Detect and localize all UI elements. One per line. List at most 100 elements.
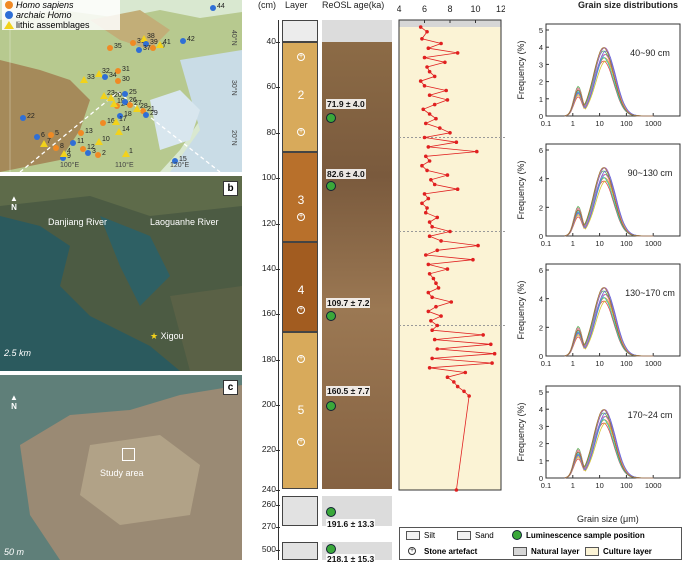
site-number: 12 — [87, 144, 95, 151]
study-area-label: Study area — [100, 468, 144, 478]
legend-sapiens: Homo sapiens — [2, 0, 120, 10]
gsd-xtick-label: 100 — [620, 239, 633, 248]
gsd-ytick-label: 2 — [539, 440, 543, 449]
site-marker — [136, 47, 142, 53]
mgs-point — [435, 347, 440, 351]
depth-tick-mark — [276, 42, 280, 43]
age-label: 191.6 ± 13.3 — [326, 519, 376, 529]
depth-tick-mark — [276, 269, 280, 270]
age-label: 82.6 ± 4.0 — [326, 169, 366, 179]
mgs-point — [434, 281, 438, 286]
mgs-point — [490, 361, 494, 365]
mgs-tick-label: 4 — [397, 4, 402, 14]
panel-b-satellite: b ▲ N Danjiang River Laoguanhe River ★ Xi… — [0, 176, 242, 371]
layer-3: 3 + — [282, 152, 318, 242]
age-label: 160.5 ± 7.7 — [326, 386, 371, 396]
depth-tick-label: 220 — [261, 444, 276, 454]
gsd-xtick-label: 10 — [595, 119, 603, 128]
gsd-xtick-label: 1000 — [645, 359, 662, 368]
site-marker — [140, 108, 146, 114]
site-marker — [122, 99, 128, 105]
gsd-frame — [545, 385, 681, 479]
site-marker — [172, 158, 178, 164]
mgs-point — [427, 220, 432, 224]
layer-head: Layer — [285, 0, 308, 10]
gsd-range-label: 170~24 cm — [628, 410, 673, 420]
panel-b-label: b — [223, 181, 238, 196]
mgs-point — [432, 337, 437, 342]
scale-b: 2.5 km — [4, 348, 32, 358]
depth-tick-mark — [276, 224, 280, 225]
site-number: 31 — [122, 66, 130, 73]
legend-sand: Sand — [475, 531, 494, 540]
depth-unit: (cm) — [258, 0, 276, 10]
site-number: 33 — [87, 74, 95, 81]
site-marker — [140, 35, 148, 42]
sand-swatch — [457, 531, 471, 540]
legend-stone: Stone artefact — [424, 547, 478, 556]
gsd-ytick-label: 2 — [539, 323, 543, 332]
mgs-point — [443, 60, 447, 65]
north-arrow-b: ▲ N — [10, 194, 18, 212]
gsd-ytick-label: 6 — [539, 266, 543, 275]
mgs-point — [430, 328, 434, 333]
mgs-point — [426, 196, 431, 201]
site-number: 17 — [119, 116, 127, 123]
site-marker — [80, 146, 86, 152]
lat-label-20: 20°N — [230, 130, 237, 146]
lat-label-30: 30°N — [230, 80, 237, 96]
mgs-point — [436, 286, 441, 290]
mgs-point — [425, 206, 429, 210]
depth-tick-label: 160 — [261, 308, 276, 318]
mgs-point — [427, 272, 432, 276]
mgs-point — [454, 488, 459, 492]
site-number: 39 — [150, 39, 158, 46]
mgs-point — [432, 102, 437, 107]
bottom-legend: Silt Sand Luminescence sample position +… — [399, 527, 682, 560]
mgs-point — [445, 98, 450, 102]
luminescence-sample-dot — [326, 113, 336, 123]
site-marker — [112, 118, 120, 125]
site-number: 28 — [140, 103, 148, 110]
site-marker — [34, 134, 40, 140]
natural-layer-top — [399, 20, 501, 28]
mgs-point — [448, 229, 452, 234]
mgs-point — [439, 314, 443, 318]
age-label: 109.7 ± 7.2 — [326, 298, 371, 308]
culture-layer-band — [399, 27, 501, 491]
site-number: 23 — [107, 90, 115, 97]
gsd-frame — [545, 143, 681, 237]
gsd-xtick-label: 1000 — [645, 119, 662, 128]
legend-culture: Culture layer — [603, 547, 652, 556]
site-number: 19 — [117, 98, 125, 105]
gsd-xtick-label: 0.1 — [541, 239, 551, 248]
gsd-ylabel: Frequency (%) — [516, 402, 526, 461]
gsd-ytick-label: 4 — [539, 405, 543, 414]
site-number: 15 — [179, 156, 187, 163]
depth-tick-mark — [276, 527, 280, 528]
aerial-c-graphic — [0, 375, 242, 560]
gsd-ytick-label: 4 — [539, 175, 543, 184]
site-number: 37 — [143, 45, 151, 52]
mgs-point — [445, 173, 450, 177]
gsd-ytick-label: 2 — [539, 78, 543, 87]
mgs-point — [429, 319, 433, 323]
site-marker — [115, 78, 121, 84]
gsd-svg: 0.1 1 10 100 1000 0 1 2 3 4 5 Frequency (%) 170~24 c… — [516, 385, 681, 490]
mgs-point — [448, 131, 452, 135]
mgs-point — [467, 394, 471, 398]
luminescence-sample-dot — [326, 311, 336, 321]
gsd-xtick-label: 0.1 — [541, 119, 551, 128]
layer-base-silt — [282, 542, 318, 560]
mgs-point — [425, 29, 429, 34]
mgs-point — [455, 384, 460, 389]
site-marker — [53, 145, 59, 151]
layer-bottom-silt — [282, 496, 318, 526]
site-number: 42 — [187, 36, 195, 43]
depth-tick-mark — [276, 405, 280, 406]
site-marker — [110, 100, 118, 107]
site-number: 35 — [114, 43, 122, 50]
depth-tick-label: 200 — [261, 399, 276, 409]
site-marker — [85, 150, 91, 156]
gsd-xtick-label: 1 — [571, 359, 575, 368]
